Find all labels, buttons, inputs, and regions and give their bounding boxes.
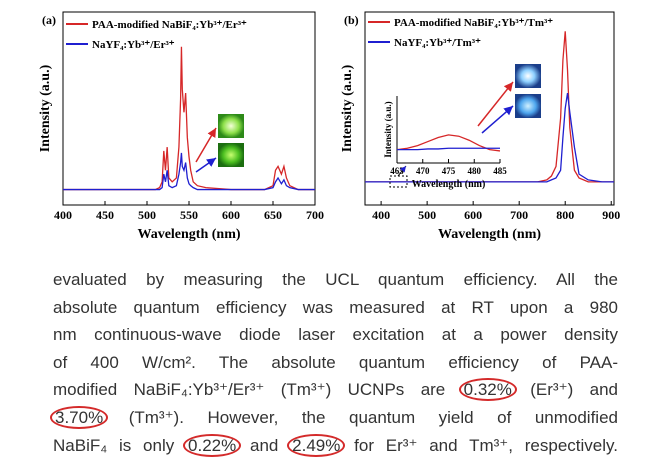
x-tick-label: 550	[180, 208, 198, 222]
x-tick-label: 465	[390, 166, 404, 176]
text-run: of 400 W/cm². The absolute quantum effic…	[53, 352, 618, 372]
circled-value: 0.32%	[458, 378, 517, 402]
text-run: absolute quantum efficiency was measured…	[53, 297, 618, 317]
spectrum-line	[365, 92, 614, 183]
photo	[515, 64, 541, 88]
y-axis-title: Intensity (a.u.)	[340, 64, 355, 152]
photo	[218, 143, 244, 167]
arrow	[481, 105, 514, 134]
x-tick-label: 500	[418, 208, 436, 222]
spectrum-line	[397, 147, 500, 151]
text-run: nm continuous-wave diode laser excitatio…	[53, 325, 618, 345]
figure: 400 450 500 550 600 650 700 Wavelength (nm) Inte…	[38, 11, 620, 242]
spectrum-line	[63, 152, 315, 191]
x-tick-label: 700	[306, 208, 324, 222]
x-tick-label: 700	[510, 208, 528, 222]
panel-label: (b)	[344, 13, 359, 27]
circled-value: 0.22%	[183, 433, 242, 457]
text-line: 3.70% (Tm³⁺). However, the quantum yield…	[50, 404, 618, 432]
x-tick-label: 480	[468, 166, 482, 176]
inset-background	[372, 90, 507, 190]
plot-frame	[364, 11, 615, 206]
x-tick-label: 400	[54, 208, 72, 222]
x-tick-label: 475	[442, 166, 456, 176]
x-axis-title: Wavelength (nm)	[412, 179, 486, 190]
spectrum-line	[63, 46, 315, 191]
x-tick-label: 600	[222, 208, 240, 222]
x-tick-label: 450	[96, 208, 114, 222]
legend-label: NaYF₄:Yb³⁺/Er³⁺	[92, 39, 175, 51]
circled-value: 2.49%	[287, 433, 346, 457]
x-tick-label: 800	[556, 208, 574, 222]
y-axis-title: Intensity (a.u.)	[383, 101, 393, 157]
text-run: (Er³⁺) and	[513, 380, 618, 400]
text-line: of 400 W/cm². The absolute quantum effic…	[53, 349, 618, 377]
paragraph: evaluated by measuring the UCL quantum e…	[50, 266, 618, 460]
spectrum-line	[396, 134, 501, 152]
text-run: evaluated by measuring the UCL quantum e…	[53, 270, 618, 289]
text-run: (Tm³⁺). However, the quantum yield of un…	[105, 407, 618, 427]
photo	[218, 114, 244, 138]
text-line: NaBiF₄ is only 0.22% and 2.49% for Er³⁺ …	[53, 432, 618, 460]
text-line: absolute quantum efficiency was measured…	[53, 294, 618, 322]
legend-label: PAA-modified NaBiF₄:Yb³⁺/Er³⁺	[92, 19, 247, 31]
circled-value: 3.70%	[50, 405, 109, 429]
text-line: modified NaBiF₄:Yb³⁺/Er³⁺ (Tm³⁺) UCNPs a…	[53, 376, 618, 404]
x-tick-label: 500	[138, 208, 156, 222]
text-line: nm continuous-wave diode laser excitatio…	[53, 321, 618, 349]
text-run: and	[238, 435, 291, 455]
x-tick-label: 900	[602, 208, 620, 222]
x-tick-label: 470	[416, 166, 430, 176]
photo	[515, 94, 541, 118]
legend-label: PAA-modified NaBiF₄:Yb³⁺/Tm³⁺	[394, 17, 553, 29]
x-tick-label: 600	[464, 208, 482, 222]
arrow	[477, 81, 514, 127]
text-run: modified NaBiF₄:Yb³⁺/Er³⁺ (Tm³⁺) UCNPs a…	[53, 380, 462, 400]
decorations	[195, 64, 541, 188]
x-axis-title: Wavelength (nm)	[438, 227, 541, 242]
arrow	[195, 157, 217, 173]
x-tick-label: 400	[372, 208, 390, 222]
zoom-arrow	[397, 165, 407, 177]
text-run: for Er³⁺ and Tm³⁺, respectively.	[342, 435, 618, 455]
panel-label: (a)	[42, 13, 56, 27]
text-run: NaBiF₄ is only	[53, 435, 187, 455]
x-axis-title: Wavelength (nm)	[137, 227, 240, 242]
text-line: evaluated by measuring the UCL quantum e…	[53, 266, 618, 294]
y-axis-title: Intensity (a.u.)	[38, 64, 53, 152]
legend-label: NaYF₄:Yb³⁺/Tm³⁺	[394, 37, 481, 49]
x-tick-label: 485	[493, 166, 507, 176]
arrow	[195, 127, 217, 163]
x-tick-label: 650	[264, 208, 282, 222]
